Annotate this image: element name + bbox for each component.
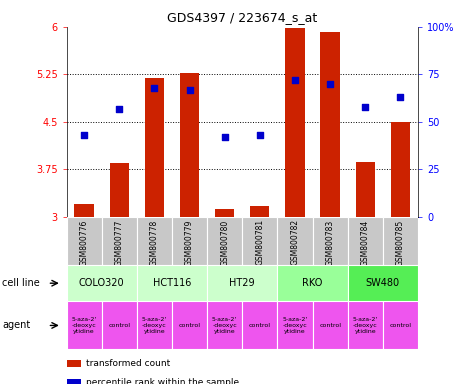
Bar — [66, 217, 102, 265]
Text: cell line: cell line — [2, 278, 40, 288]
Bar — [207, 265, 277, 301]
Bar — [277, 265, 348, 301]
Bar — [137, 265, 207, 301]
Bar — [66, 265, 137, 301]
Bar — [66, 301, 102, 349]
Bar — [383, 217, 418, 265]
Bar — [356, 162, 375, 217]
Bar — [172, 217, 207, 265]
Text: control: control — [390, 323, 411, 328]
Text: GSM800777: GSM800777 — [115, 219, 124, 266]
Text: GSM800780: GSM800780 — [220, 219, 229, 266]
Text: RKO: RKO — [303, 278, 323, 288]
Text: control: control — [108, 323, 130, 328]
Text: 5-aza-2'
-deoxyc
ytidine: 5-aza-2' -deoxyc ytidine — [142, 317, 167, 334]
Bar — [207, 301, 242, 349]
Text: GSM800782: GSM800782 — [291, 219, 299, 265]
Bar — [172, 301, 207, 349]
Bar — [391, 122, 410, 217]
Text: 5-aza-2'
-deoxyc
ytidine: 5-aza-2' -deoxyc ytidine — [71, 317, 97, 334]
Text: GSM800779: GSM800779 — [185, 219, 194, 266]
Bar — [383, 301, 418, 349]
Point — [151, 84, 158, 91]
Text: GSM800776: GSM800776 — [80, 219, 88, 266]
Point — [115, 106, 123, 112]
Text: control: control — [249, 323, 271, 328]
Bar — [66, 379, 81, 384]
Bar — [313, 301, 348, 349]
Text: HCT116: HCT116 — [153, 278, 191, 288]
Point — [256, 132, 264, 138]
Bar — [75, 204, 94, 217]
Bar — [285, 28, 304, 217]
Bar — [277, 301, 313, 349]
Point — [291, 77, 299, 83]
Text: transformed count: transformed count — [86, 359, 170, 368]
Bar — [313, 217, 348, 265]
Bar — [102, 217, 137, 265]
Point — [186, 86, 193, 93]
Bar — [102, 301, 137, 349]
Text: 5-aza-2'
-deoxyc
ytidine: 5-aza-2' -deoxyc ytidine — [282, 317, 308, 334]
Text: control: control — [319, 323, 341, 328]
Bar — [348, 301, 383, 349]
Bar — [110, 163, 129, 217]
Bar — [215, 209, 234, 217]
Point — [326, 81, 334, 87]
Text: 5-aza-2'
-deoxyc
ytidine: 5-aza-2' -deoxyc ytidine — [212, 317, 238, 334]
Bar — [145, 78, 164, 217]
Text: control: control — [179, 323, 200, 328]
Text: GSM800778: GSM800778 — [150, 219, 159, 266]
Bar — [277, 217, 313, 265]
Bar — [207, 217, 242, 265]
Text: COLO320: COLO320 — [79, 278, 124, 288]
Point — [80, 132, 88, 138]
Bar — [137, 217, 172, 265]
Bar — [250, 206, 269, 217]
Text: GSM800783: GSM800783 — [326, 219, 334, 266]
Text: GSM800785: GSM800785 — [396, 219, 405, 266]
Bar — [242, 301, 277, 349]
Bar — [66, 360, 81, 367]
Text: HT29: HT29 — [229, 278, 255, 288]
Bar — [242, 217, 277, 265]
Bar — [348, 265, 418, 301]
Text: percentile rank within the sample: percentile rank within the sample — [86, 378, 239, 384]
Point — [397, 94, 404, 100]
Text: agent: agent — [2, 320, 30, 331]
Bar — [348, 217, 383, 265]
Text: GSM800781: GSM800781 — [256, 219, 264, 265]
Text: 5-aza-2'
-deoxyc
ytidine: 5-aza-2' -deoxyc ytidine — [352, 317, 378, 334]
Text: SW480: SW480 — [366, 278, 400, 288]
Bar — [137, 301, 172, 349]
Bar — [180, 73, 199, 217]
Bar — [321, 32, 340, 217]
Point — [221, 134, 228, 140]
Title: GDS4397 / 223674_s_at: GDS4397 / 223674_s_at — [167, 11, 317, 24]
Point — [361, 104, 369, 110]
Text: GSM800784: GSM800784 — [361, 219, 370, 266]
